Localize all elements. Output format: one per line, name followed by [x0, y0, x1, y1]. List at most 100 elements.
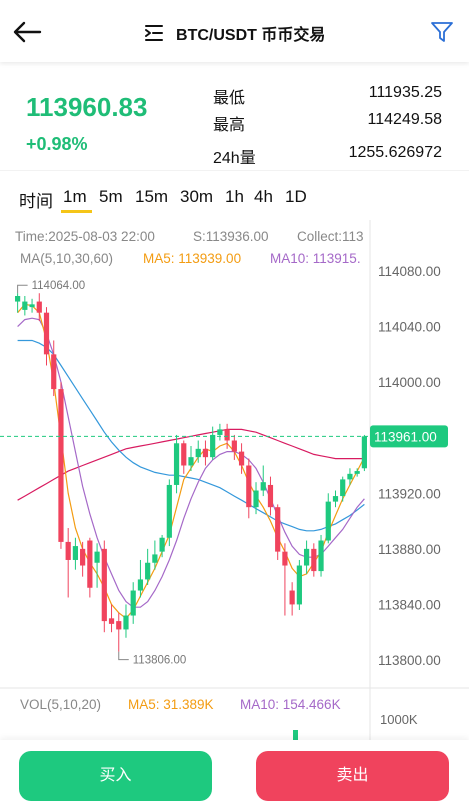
kline-chart[interactable]: 114080.00 114040.00 114000.00 113920.00 1138… — [0, 220, 469, 740]
candle-body — [318, 540, 324, 572]
candle-body — [202, 448, 209, 458]
candle-body — [130, 590, 136, 616]
vol-ma10-value: MA10: 154.466K — [240, 697, 341, 712]
candle-body — [123, 615, 129, 630]
candle-body — [361, 436, 367, 469]
candle-body — [101, 548, 107, 622]
buy-button-label: 买入 — [99, 767, 132, 784]
candle-body — [246, 465, 252, 508]
candle-body — [72, 546, 79, 560]
candle-body — [87, 540, 93, 588]
volume-bar — [293, 730, 298, 740]
max-marker — [17, 284, 28, 294]
y-tick-label: 114040.00 — [378, 320, 441, 335]
candle-body — [311, 548, 317, 572]
high-value: 114249.58 — [367, 111, 442, 128]
candle-body — [231, 440, 237, 452]
candle-body — [354, 471, 360, 474]
top-bar: BTC/USDT 币币交易 — [0, 0, 469, 62]
back-button[interactable] — [12, 18, 44, 46]
min-marker — [118, 651, 129, 661]
price-change: +0.98% — [26, 134, 88, 154]
candle-body — [238, 451, 245, 466]
volume-value: 1255.626972 — [348, 144, 442, 161]
candle-body — [332, 496, 339, 502]
tab-1d[interactable]: 1D — [285, 187, 307, 206]
candle-body — [51, 354, 57, 390]
candle-body — [296, 565, 302, 605]
candle-body — [340, 479, 346, 497]
tab-1m[interactable]: 1m — [63, 187, 87, 206]
candle-body — [181, 443, 187, 466]
bottom-action-bar: 买入 卖出 — [0, 740, 469, 811]
chart-collect: Collect:113 — [297, 229, 364, 244]
sell-button[interactable]: 卖出 — [256, 751, 449, 801]
ma30-line — [17, 339, 365, 532]
vol-axis-label: 1000K — [380, 712, 418, 727]
arrow-left-icon — [13, 21, 42, 43]
candle-body — [195, 448, 201, 458]
candle-body — [15, 296, 21, 302]
candle-body — [166, 484, 172, 538]
candle-body — [65, 541, 71, 560]
vol-label: VOL(5,10,20) — [20, 697, 102, 712]
last-price: 113960.83 — [26, 92, 148, 122]
current-price-badge — [370, 425, 448, 448]
ma10-value: MA10: 113915. — [270, 251, 361, 266]
candle-body — [267, 484, 274, 508]
candle-body — [347, 473, 353, 480]
max-price-label: 114064.00 — [32, 280, 86, 292]
chart-s-value: S:113936.00 — [193, 229, 269, 244]
active-tab-underline — [61, 210, 92, 213]
candle-body — [145, 562, 151, 580]
candle-body — [159, 537, 165, 552]
list-menu-icon[interactable] — [144, 24, 164, 42]
sell-button-label: 卖出 — [336, 767, 369, 784]
tab-4h[interactable]: 4h — [254, 187, 273, 206]
tab-15m[interactable]: 15m — [135, 187, 169, 206]
candle-body — [22, 301, 28, 310]
y-tick-label: 114000.00 — [378, 375, 441, 390]
tab-1h[interactable]: 1h — [225, 187, 244, 206]
candle-body — [275, 507, 281, 552]
current-price-label: 113961.00 — [374, 429, 437, 444]
candle-body — [188, 457, 194, 466]
candle-body — [116, 621, 122, 630]
divider — [0, 170, 469, 171]
candle-body — [152, 554, 158, 563]
candle-body — [108, 618, 115, 624]
candle-body — [224, 429, 230, 441]
interval-tabs: 时间 1m 5m 15m 30m 1h 4h 1D — [0, 183, 469, 215]
low-value: 111935.25 — [368, 84, 442, 101]
candle-body — [260, 482, 266, 491]
candle-body — [303, 548, 310, 566]
y-tick-label: 113800.00 — [378, 653, 441, 668]
candle-body — [29, 304, 35, 308]
candle-body — [94, 551, 100, 563]
buy-button[interactable]: 买入 — [19, 751, 212, 801]
tab-time[interactable]: 时间 — [19, 192, 53, 211]
volume-label: 24h量 — [213, 150, 256, 167]
ma5-value: MA5: 113939.00 — [143, 251, 242, 266]
tab-30m[interactable]: 30m — [180, 187, 214, 206]
candle-body — [173, 443, 180, 485]
candle-body — [43, 312, 50, 355]
ticker-panel: 113960.83 +0.98% 最低 111935.25 最高 114249.… — [0, 62, 469, 170]
candle-body — [253, 490, 259, 508]
y-tick-label: 113920.00 — [378, 486, 441, 501]
candle-body — [289, 590, 295, 605]
chart-time: Time:2025-08-03 22:00 — [15, 229, 155, 244]
candle-body — [282, 551, 288, 566]
candle-body — [137, 579, 144, 591]
candle-body — [325, 501, 331, 541]
y-tick-label: 113880.00 — [378, 542, 441, 557]
y-tick-label: 114080.00 — [378, 264, 441, 279]
filter-button[interactable] — [430, 20, 454, 44]
candle-body — [58, 389, 64, 542]
low-label: 最低 — [213, 90, 246, 107]
min-price-label: 113806.00 — [133, 655, 187, 667]
candle-body — [36, 301, 42, 313]
ma-label: MA(5,10,30,60) — [20, 251, 114, 266]
tab-5m[interactable]: 5m — [99, 187, 123, 206]
